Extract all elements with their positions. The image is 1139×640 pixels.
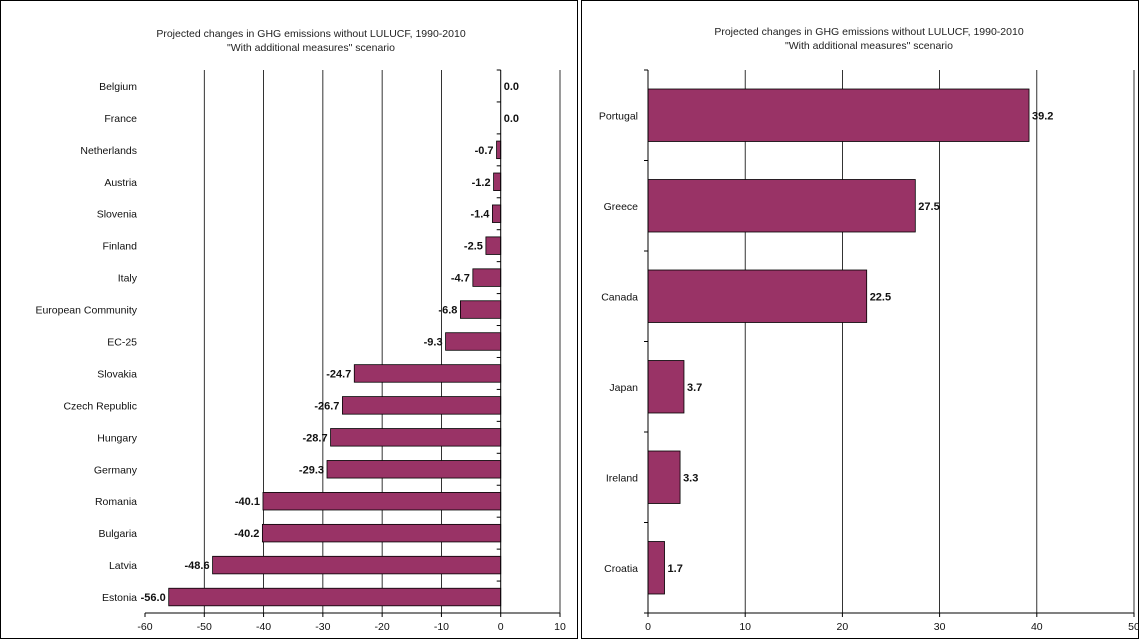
bar [459,300,502,319]
bar [445,332,502,351]
data-label: -2.5 [464,241,483,253]
bar [353,364,502,383]
category-label: Romania [95,496,137,508]
bar [493,172,502,191]
bar [485,236,502,255]
x-tick-label: -20 [375,621,390,633]
data-label: -40.2 [234,528,259,540]
bar [496,140,502,160]
x-tick-label: 30 [934,621,946,633]
bar [492,204,502,223]
bar [647,179,916,233]
data-label: 39.2 [1032,110,1053,122]
x-tick-label: 10 [739,621,751,633]
category-label: Czech Republic [63,400,137,412]
category-label: Canada [601,291,638,303]
category-label: Croatia [604,563,638,575]
x-tick-label: 20 [837,621,849,633]
data-label: 3.3 [683,472,698,484]
category-label: Latvia [109,560,137,572]
bar [330,428,502,447]
data-label: -48.6 [185,560,210,572]
category-label: Finland [103,241,138,253]
chart-subtitle: "With additional measures" scenario [227,42,395,54]
category-label: Japan [609,382,638,394]
bar [168,587,502,607]
data-label: 27.5 [918,201,939,213]
chart-right: Projected changes in GHG emissions witho… [599,26,1139,633]
bar [326,460,502,479]
category-label: Estonia [102,592,137,604]
category-label: France [104,113,137,125]
category-label: Slovakia [97,368,137,380]
category-label: Portugal [599,110,638,122]
category-label: Netherlands [80,145,137,157]
data-label: -56.0 [141,592,166,604]
bar [647,450,681,504]
x-tick-label: 0 [645,621,651,633]
category-label: Slovenia [97,209,137,221]
data-label: -28.7 [302,432,327,444]
bar [472,268,502,287]
data-label: 0.0 [504,113,519,125]
bar [261,523,502,543]
data-label: 0.0 [504,81,519,93]
bar [647,541,665,595]
x-tick-label: 50 [1128,621,1139,633]
chart-subtitle: "With additional measures" scenario [785,40,953,52]
bar [647,88,1030,142]
data-label: 22.5 [870,291,891,303]
data-label: 3.7 [687,382,702,394]
data-label: -24.7 [326,368,351,380]
data-label: -26.7 [314,400,339,412]
category-label: Germany [94,464,138,476]
category-label: Belgium [99,81,137,93]
data-label: -1.2 [472,177,491,189]
data-label: 1.7 [668,563,683,575]
x-tick-label: 40 [1031,621,1043,633]
bar [342,396,502,415]
category-label: Bulgaria [98,528,137,540]
x-tick-label: 0 [498,621,504,633]
x-tick-label: -60 [137,621,152,633]
data-label: -6.8 [438,305,457,317]
chart-panel-right: Projected changes in GHG emissions witho… [581,0,1139,639]
chart-title: Projected changes in GHG emissions witho… [714,26,1023,38]
bar [647,269,868,323]
chart-panel-left: Projected changes in GHG emissions witho… [0,0,578,639]
category-label: Hungary [97,432,137,444]
data-label: -9.3 [424,337,443,349]
data-label: -1.4 [470,209,490,221]
category-label: EC-25 [107,337,137,349]
bar [212,555,502,575]
category-label: Italy [118,273,138,285]
x-tick-label: -30 [315,621,330,633]
x-tick-label: -50 [197,621,212,633]
data-label: -29.3 [299,464,324,476]
bar [647,360,685,414]
chart-left: Projected changes in GHG emissions witho… [35,28,566,633]
x-tick-label: -10 [434,621,449,633]
category-label: Austria [104,177,137,189]
data-label: -40.1 [235,496,260,508]
category-label: European Community [35,305,137,317]
x-tick-label: 10 [554,621,566,633]
bar [262,492,502,511]
data-label: -0.7 [475,145,494,157]
chart-title: Projected changes in GHG emissions witho… [156,28,465,40]
x-tick-label: -40 [256,621,271,633]
data-label: -4.7 [451,273,470,285]
category-label: Greece [604,201,639,213]
category-label: Ireland [606,472,638,484]
